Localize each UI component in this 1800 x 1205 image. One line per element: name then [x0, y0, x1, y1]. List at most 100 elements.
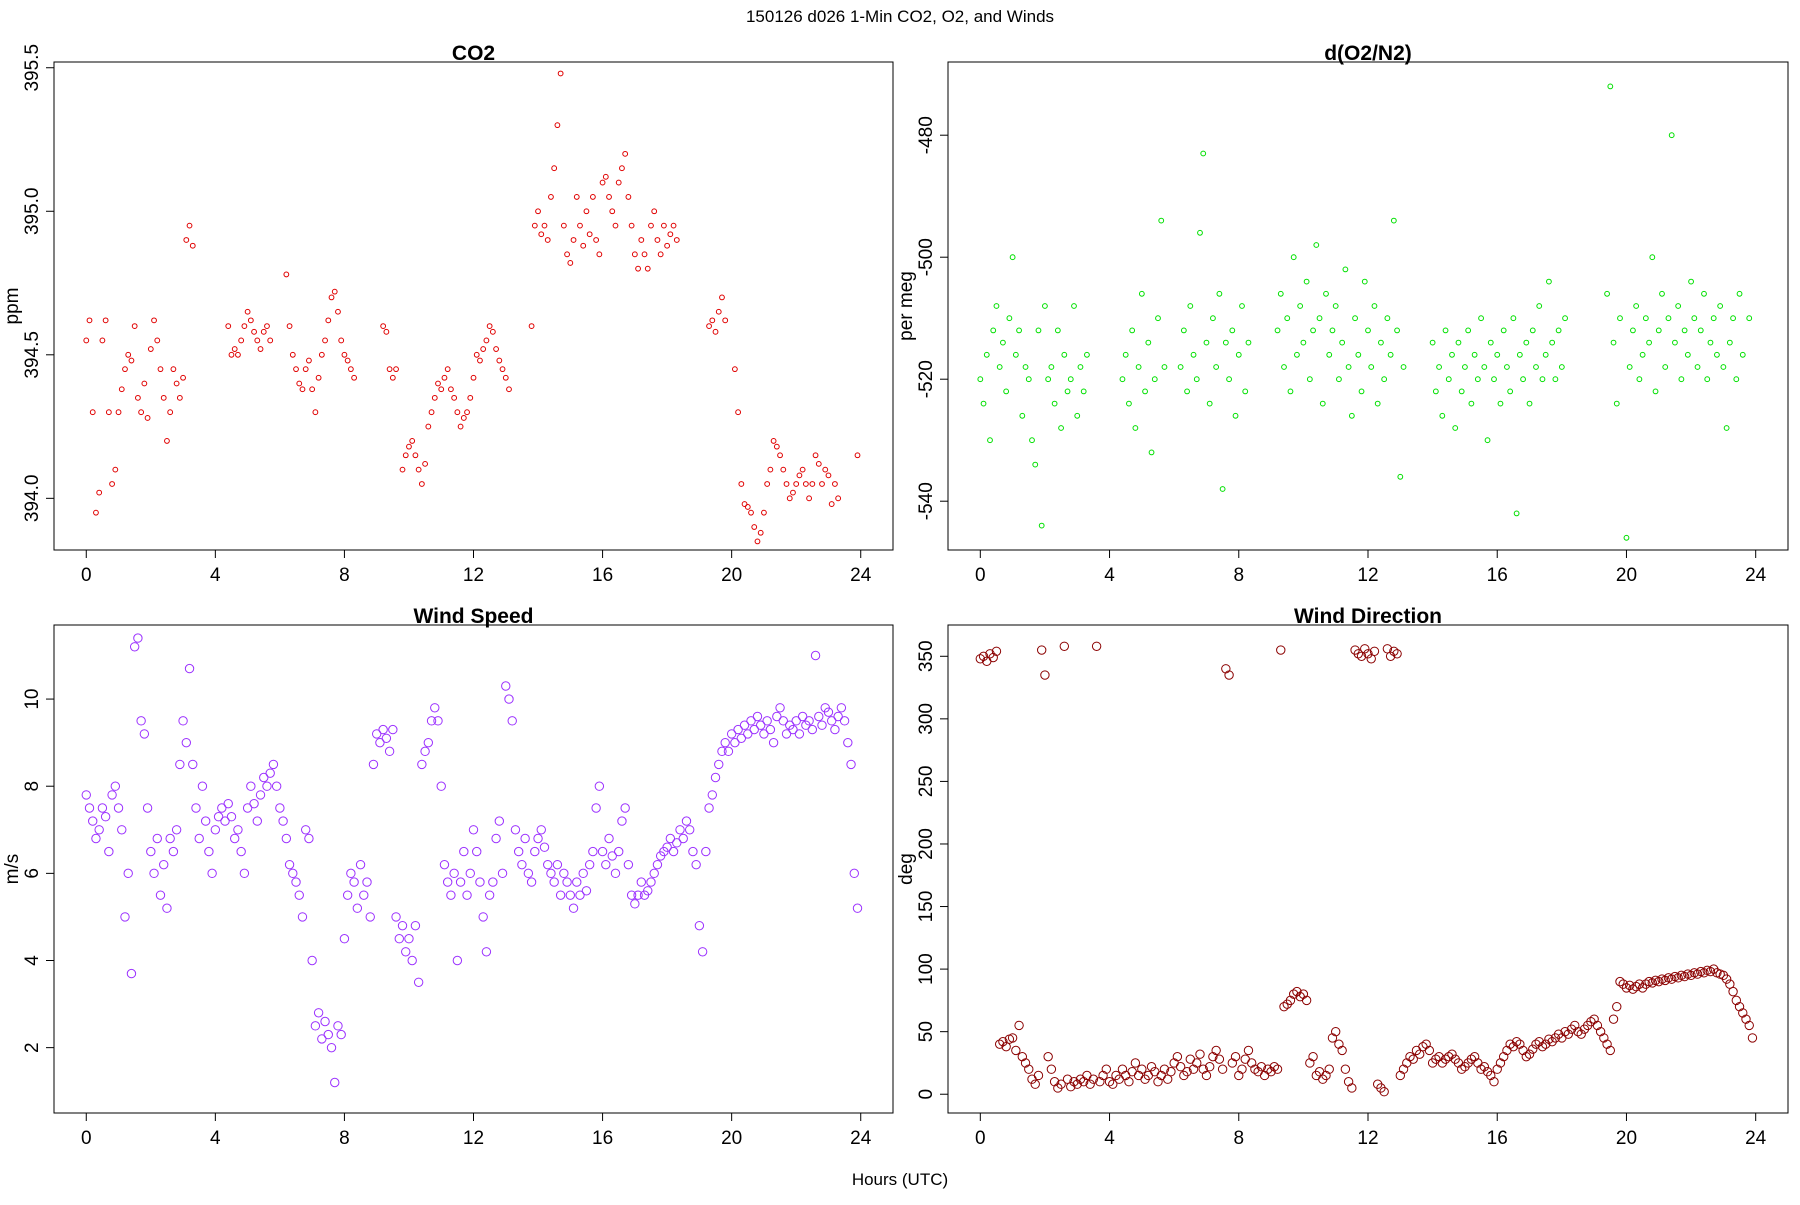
data-point-ws [575, 890, 585, 900]
data-point-o2 [1297, 303, 1304, 309]
data-point-wd [1182, 1067, 1192, 1077]
data-point-co2 [448, 386, 454, 393]
data-point-co2 [412, 452, 419, 459]
data-point-co2 [802, 481, 809, 487]
data-point-o2 [1387, 351, 1394, 358]
data-point-ws [546, 868, 556, 879]
data-point-ws [452, 955, 463, 966]
data-point-ws [588, 846, 598, 857]
data-point-ws [326, 1042, 337, 1053]
data-point-co2 [493, 346, 499, 352]
data-point-o2 [1707, 339, 1714, 346]
data-point-o2 [1045, 376, 1052, 383]
data-point-o2 [1310, 327, 1316, 334]
data-point-ws [484, 890, 495, 900]
data-point-co2 [815, 460, 822, 467]
data-point-wd [1256, 1062, 1267, 1072]
data-point-co2 [606, 194, 612, 200]
data-point-ws [562, 877, 572, 887]
data-point-wd [1285, 995, 1296, 1006]
data-point-co2 [570, 237, 577, 243]
data-point-ws [765, 724, 776, 735]
data-point-o2 [1336, 376, 1342, 383]
data-point-co2 [554, 122, 561, 129]
y-tick-label-wd: 200 [916, 828, 937, 860]
x-tick-label-o2: 24 [1745, 565, 1767, 586]
data-point-co2 [819, 481, 825, 487]
data-point-wd [1560, 1026, 1570, 1037]
data-point-ws [804, 716, 814, 726]
data-point-wd [1741, 1014, 1751, 1024]
data-point-co2 [790, 489, 796, 496]
data-point-wd [1744, 1020, 1754, 1031]
data-point-ws [462, 890, 472, 900]
data-point-wd [1269, 1062, 1280, 1072]
panel-o2: d(O2/N2) 0 4 8 12 16 20 24 -540 -520 -500 -480 per m… [896, 42, 1789, 586]
data-point-ws [310, 1021, 321, 1031]
data-point-wd [1040, 670, 1050, 680]
data-point-wd [1266, 1067, 1276, 1077]
data-point-co2 [551, 165, 558, 172]
data-point-o2 [1400, 364, 1407, 370]
data-point-ws [814, 711, 824, 722]
data-point-ws [171, 825, 182, 835]
data-point-wd [1334, 1039, 1344, 1049]
data-point-o2 [1025, 376, 1032, 383]
y-tick-label-wd: 150 [916, 891, 937, 923]
data-point-wd [1605, 1045, 1616, 1056]
data-point-o2 [1132, 425, 1139, 431]
data-point-ws [465, 868, 475, 879]
data-point-co2 [454, 409, 461, 416]
data-point-ws [430, 703, 440, 713]
y-tick-label-wd: 300 [916, 703, 937, 735]
data-point-o2 [980, 400, 987, 407]
data-point-ws [236, 846, 246, 857]
data-point-ws [794, 729, 805, 739]
data-point-o2 [1381, 376, 1388, 383]
data-point-o2 [1138, 290, 1145, 297]
data-point-o2 [1051, 400, 1058, 407]
data-point-wd [1030, 1079, 1040, 1089]
data-point-co2 [470, 374, 477, 381]
data-point-co2 [102, 317, 109, 324]
data-point-o2 [1697, 327, 1704, 334]
data-point-wd [1221, 664, 1231, 674]
data-point-co2 [347, 366, 354, 373]
data-point-co2 [615, 179, 622, 186]
data-point-co2 [154, 337, 161, 344]
y-tick-label-o2: -520 [916, 360, 937, 398]
data-point-ws [94, 825, 104, 835]
data-point-wd [1130, 1058, 1141, 1068]
data-point-o2 [1365, 327, 1371, 334]
data-point-co2 [715, 308, 722, 315]
y-tick-label-wd: 0 [916, 1089, 937, 1100]
data-point-ws [810, 650, 821, 661]
data-point-co2 [128, 357, 135, 364]
data-point-wd [1444, 1051, 1454, 1062]
data-point-o2 [1394, 327, 1400, 334]
x-tick-label-wd: 12 [1357, 1128, 1378, 1149]
data-point-o2 [1681, 327, 1688, 334]
data-point-ws [781, 729, 792, 739]
data-point-ws [436, 781, 446, 791]
data-point-ws [220, 816, 230, 826]
data-point-co2 [428, 409, 435, 416]
data-point-wd [1298, 989, 1309, 999]
data-point-o2 [1329, 327, 1336, 334]
data-point-o2 [1235, 351, 1242, 358]
data-point-o2 [1481, 364, 1488, 370]
data-point-ws [91, 833, 101, 844]
x-tick-label-ws: 0 [81, 1128, 92, 1149]
data-point-ws [830, 724, 840, 735]
data-point-ws [617, 816, 627, 826]
data-point-wd [1059, 641, 1070, 651]
data-point-wd [1101, 1064, 1112, 1074]
data-point-ws [662, 842, 672, 852]
data-point-co2 [251, 328, 257, 335]
data-point-wd [1153, 1077, 1163, 1087]
x-tick-label-co2: 0 [81, 565, 92, 586]
data-point-co2 [105, 409, 112, 416]
data-point-ws [230, 833, 240, 844]
data-point-co2 [660, 222, 667, 229]
data-point-co2 [744, 504, 751, 510]
